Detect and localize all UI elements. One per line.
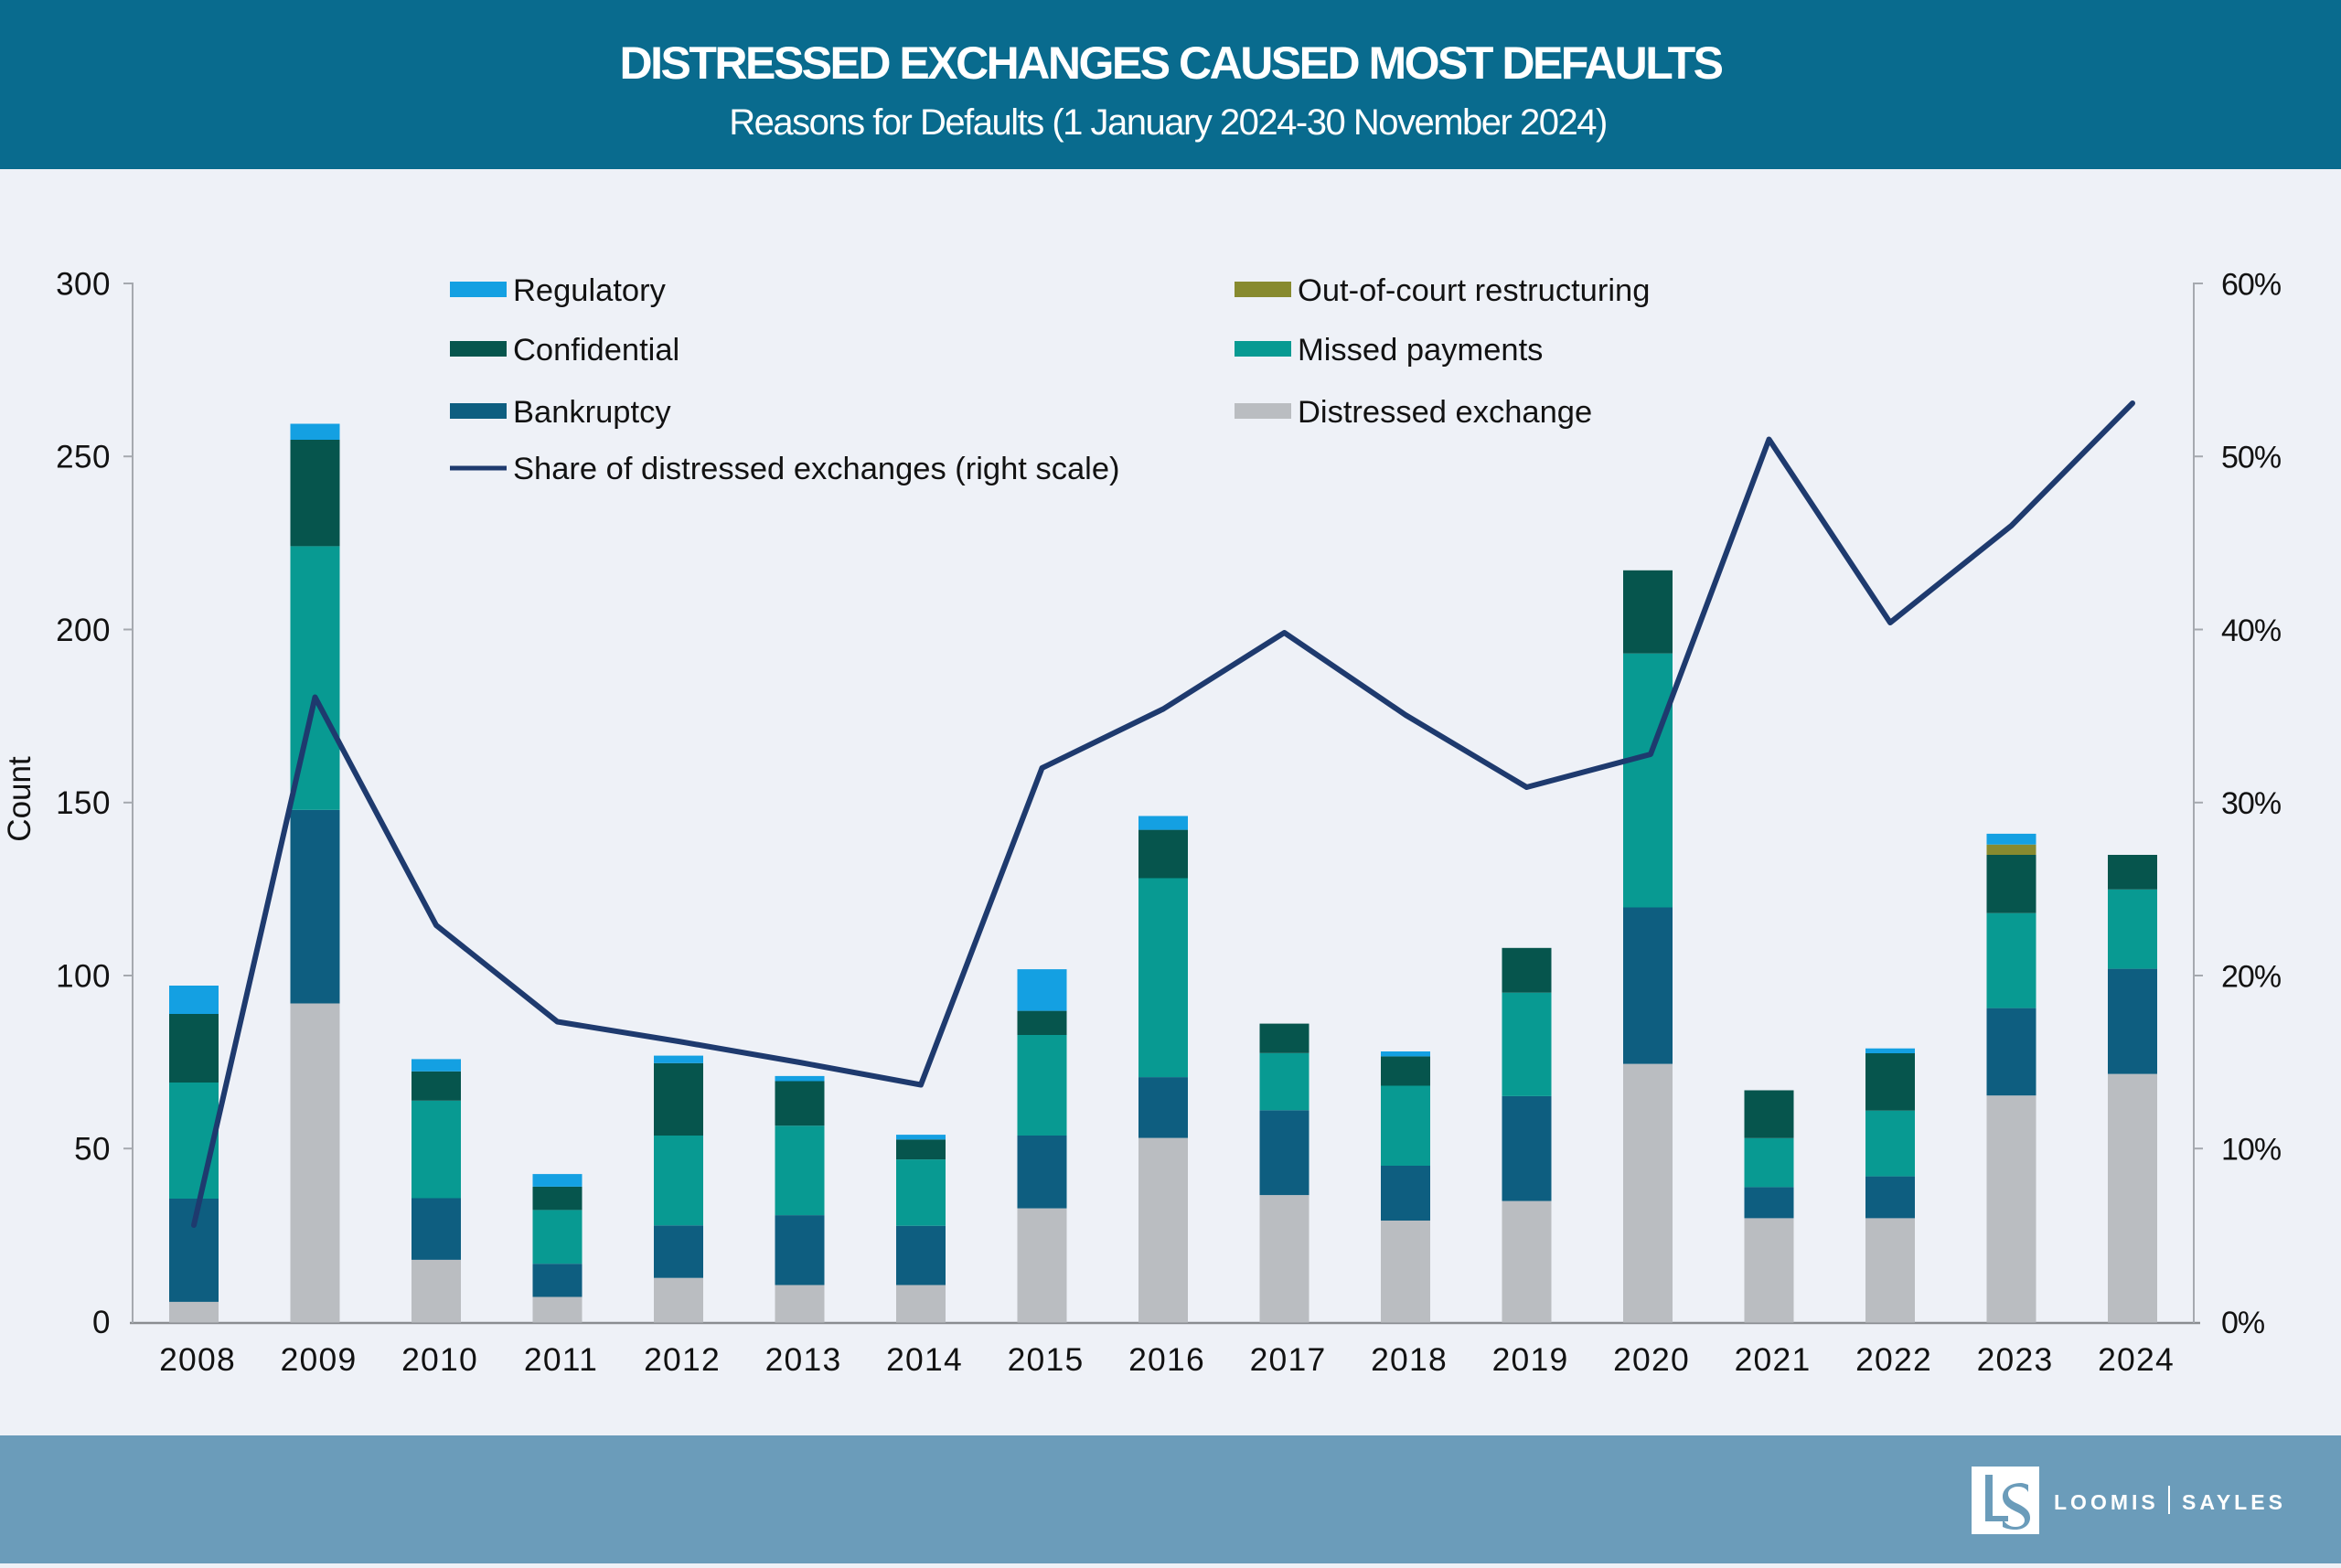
svg-text:2012: 2012 bbox=[644, 1341, 721, 1378]
svg-text:Bankruptcy: Bankruptcy bbox=[513, 395, 671, 430]
svg-text:2016: 2016 bbox=[1128, 1341, 1205, 1378]
svg-text:2017: 2017 bbox=[1250, 1341, 1327, 1378]
svg-text:Confidential: Confidential bbox=[513, 333, 679, 368]
svg-text:40%: 40% bbox=[2221, 613, 2282, 648]
svg-text:50: 50 bbox=[74, 1132, 111, 1168]
svg-text:LOOMIS: LOOMIS bbox=[2054, 1490, 2159, 1514]
svg-text:2024: 2024 bbox=[2098, 1341, 2175, 1378]
svg-text:Distressed exchange: Distressed exchange bbox=[1298, 395, 1592, 430]
svg-text:30%: 30% bbox=[2221, 786, 2282, 821]
svg-text:Regulatory: Regulatory bbox=[513, 273, 667, 308]
svg-text:60%: 60% bbox=[2221, 268, 2282, 303]
svg-text:2009: 2009 bbox=[281, 1341, 358, 1378]
svg-text:2020: 2020 bbox=[1613, 1341, 1690, 1378]
svg-text:2018: 2018 bbox=[1371, 1341, 1448, 1378]
svg-text:Share of distressed exchanges: Share of distressed exchanges (right sca… bbox=[513, 452, 1120, 486]
svg-text:0: 0 bbox=[92, 1305, 111, 1340]
svg-text:2019: 2019 bbox=[1492, 1341, 1569, 1378]
svg-text:250: 250 bbox=[56, 440, 111, 475]
svg-text:Out-of-court restructuring: Out-of-court restructuring bbox=[1298, 273, 1650, 308]
svg-text:2013: 2013 bbox=[765, 1341, 842, 1378]
svg-text:2015: 2015 bbox=[1008, 1341, 1085, 1378]
svg-text:2023: 2023 bbox=[1977, 1341, 2054, 1378]
svg-text:150: 150 bbox=[56, 785, 111, 821]
svg-text:Missed payments: Missed payments bbox=[1298, 333, 1543, 368]
svg-text:2008: 2008 bbox=[159, 1341, 236, 1378]
svg-text:DISTRESSED EXCHANGES CAUSED MO: DISTRESSED EXCHANGES CAUSED MOST DEFAULT… bbox=[619, 37, 1722, 89]
svg-text:SAYLES: SAYLES bbox=[2182, 1490, 2286, 1514]
svg-text:10%: 10% bbox=[2221, 1133, 2282, 1168]
svg-text:2014: 2014 bbox=[886, 1341, 963, 1378]
svg-text:2010: 2010 bbox=[401, 1341, 478, 1378]
svg-text:Reasons for Defaults (1 Januar: Reasons for Defaults (1 January 2024-30 … bbox=[729, 102, 1607, 143]
svg-text:Count: Count bbox=[2, 756, 37, 842]
svg-text:300: 300 bbox=[56, 267, 111, 303]
svg-text:2021: 2021 bbox=[1735, 1341, 1812, 1378]
svg-text:200: 200 bbox=[56, 613, 111, 648]
svg-text:0%: 0% bbox=[2221, 1306, 2265, 1340]
svg-text:20%: 20% bbox=[2221, 960, 2282, 995]
svg-text:2011: 2011 bbox=[524, 1341, 598, 1378]
svg-text:100: 100 bbox=[56, 959, 111, 995]
svg-text:2022: 2022 bbox=[1855, 1341, 1932, 1378]
svg-text:50%: 50% bbox=[2221, 441, 2282, 475]
